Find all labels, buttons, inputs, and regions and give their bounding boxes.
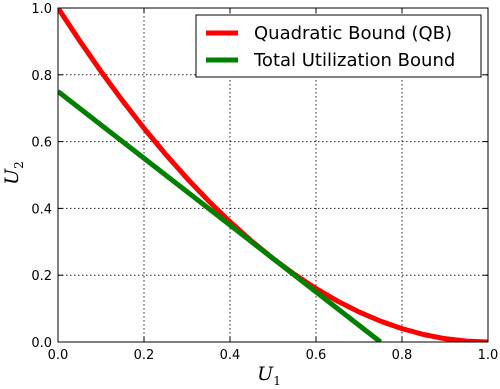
x-axis-label: U1: [257, 363, 281, 388]
x-tick-label: 0.4: [220, 348, 241, 363]
axis-ticks: 0.0 0.2 0.4 0.6 0.8 1.0 0.0 0.2 0.4 0.6 0.8 1.0: [31, 2, 498, 363]
y-tick-label: 0.4: [31, 202, 52, 217]
legend-box: [195, 14, 482, 78]
y-tick-label: 0.2: [31, 269, 52, 284]
plot-frame: [57, 7, 489, 343]
y-tick-label: 0.8: [31, 69, 52, 84]
legend: Quadratic Bound (QB) Total Utilization B…: [195, 14, 482, 78]
legend-label-quadratic-bound: Quadratic Bound (QB): [254, 23, 452, 44]
series-layer: [58, 8, 488, 342]
y-tick-label: 0.0: [31, 336, 52, 351]
x-tick-label: 0.6: [306, 348, 327, 363]
y-axis-label: U2: [1, 161, 26, 185]
y-tick-label: 1.0: [31, 2, 52, 17]
series-line-total-utilization-bound: [58, 89, 383, 342]
x-tick-label: 0.2: [134, 348, 155, 363]
x-tick-label: 0.8: [392, 348, 413, 363]
x-tick-label: 1.0: [478, 348, 499, 363]
y-tick-label: 0.6: [31, 136, 52, 151]
x-tick-label: 0.0: [48, 348, 69, 363]
legend-label-total-utilization-bound: Total Utilization Bound: [253, 50, 455, 71]
